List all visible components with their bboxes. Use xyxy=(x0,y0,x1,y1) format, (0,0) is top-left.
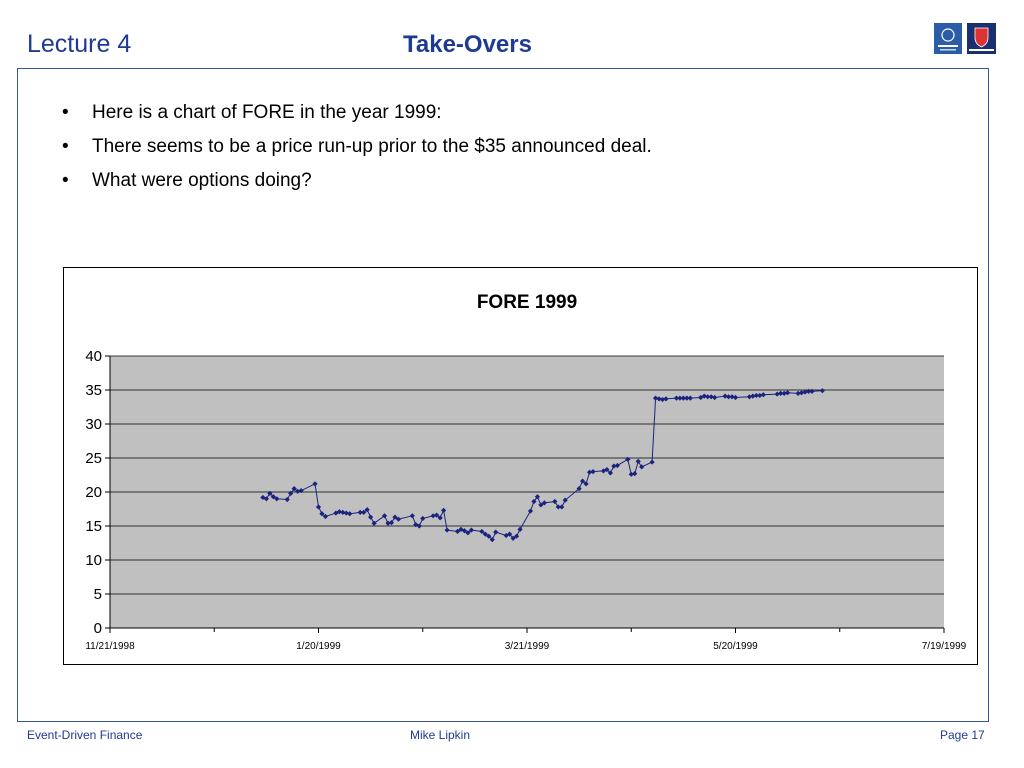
price-chart: FORE 1999 0 5 10 15 20 25 30 35 40 11/21/1998 1/20/… xyxy=(85,292,967,652)
data-point xyxy=(527,508,534,514)
x-tick-label: 11/21/1998 xyxy=(85,641,135,652)
data-point xyxy=(336,509,342,515)
data-point xyxy=(580,478,586,484)
lecture-label: Lecture 4 xyxy=(27,30,132,58)
data-point xyxy=(534,494,541,500)
data-point xyxy=(750,393,756,399)
data-point xyxy=(298,488,304,494)
data-point xyxy=(729,394,735,400)
data-point xyxy=(785,390,791,396)
data-point xyxy=(479,528,485,535)
data-point xyxy=(444,527,450,533)
y-tick-label: 10 xyxy=(85,552,102,569)
data-point xyxy=(538,502,544,508)
y-tick-label: 20 xyxy=(85,484,102,501)
data-point xyxy=(315,504,322,510)
bullet-text: Here is a chart of FORE in the year 1999… xyxy=(92,102,442,123)
data-point xyxy=(757,392,763,399)
x-tick-label: 5/20/1999 xyxy=(713,641,758,652)
data-point xyxy=(517,526,523,532)
bullet-marker: • xyxy=(62,102,69,123)
data-point xyxy=(798,390,805,396)
data-point xyxy=(701,393,707,399)
y-tick-label: 35 xyxy=(85,382,102,399)
data-point xyxy=(722,393,728,399)
data-point xyxy=(746,394,752,400)
data-point xyxy=(632,471,638,477)
data-point xyxy=(468,527,474,533)
data-point xyxy=(493,529,499,535)
data-point xyxy=(510,535,516,541)
chart-container: FORE 1999 0 5 10 15 20 25 30 35 40 11/21/1998 1/20/… xyxy=(63,267,978,665)
data-point xyxy=(486,533,492,539)
data-point xyxy=(708,394,714,400)
bullet-text: What were options doing? xyxy=(92,170,312,191)
data-point xyxy=(388,520,395,526)
x-tick-label: 7/19/1999 xyxy=(922,641,967,652)
data-point xyxy=(513,533,520,539)
data-point xyxy=(753,392,759,399)
data-point xyxy=(604,466,610,473)
data-point xyxy=(705,394,711,400)
x-tick-label: 1/20/1999 xyxy=(296,641,341,652)
data-point xyxy=(465,530,471,536)
data-point xyxy=(454,528,461,535)
data-point xyxy=(628,471,634,477)
bullet-list: • Here is a chart of FORE in the year 19… xyxy=(62,100,742,202)
data-point xyxy=(413,522,419,528)
data-point xyxy=(347,511,353,517)
data-point xyxy=(461,528,468,534)
footer-course: Event-Driven Finance xyxy=(27,728,143,742)
data-point xyxy=(263,496,269,502)
data-point xyxy=(760,392,766,398)
bullet-marker: • xyxy=(62,170,69,191)
data-point xyxy=(458,526,464,532)
footer-author: Mike Lipkin xyxy=(410,728,471,742)
y-tick-label: 40 xyxy=(85,348,102,365)
chart-title: FORE 1999 xyxy=(477,292,577,313)
y-tick-label: 25 xyxy=(85,450,102,467)
university-logo xyxy=(934,23,996,54)
y-tick-label: 30 xyxy=(85,416,102,433)
y-tick-label: 0 xyxy=(94,620,102,637)
data-point xyxy=(625,456,631,462)
data-point xyxy=(555,504,561,510)
data-point xyxy=(274,496,280,502)
data-point xyxy=(371,520,377,526)
data-point xyxy=(434,512,440,518)
data-point xyxy=(385,520,391,526)
data-point xyxy=(541,500,547,506)
y-tick-label: 5 xyxy=(94,586,102,603)
data-point xyxy=(507,531,513,537)
x-tick-label: 3/21/1999 xyxy=(505,641,550,652)
y-tick-label: 15 xyxy=(85,518,102,535)
content-frame xyxy=(17,68,989,722)
data-point xyxy=(725,394,732,400)
bullet-item: • There seems to be a price run-up prior… xyxy=(62,134,742,160)
data-point xyxy=(270,494,276,500)
footer-page-number: Page 17 xyxy=(940,728,985,742)
data-point xyxy=(319,511,325,517)
data-point xyxy=(562,497,568,503)
slide-title: Take-Overs xyxy=(403,31,532,58)
bullet-item: • Here is a chart of FORE in the year 19… xyxy=(62,100,742,126)
data-point xyxy=(819,388,825,394)
bullet-marker: • xyxy=(62,136,69,157)
data-point xyxy=(482,531,488,537)
bullet-text: There seems to be a price run-up prior t… xyxy=(92,136,652,157)
data-point xyxy=(489,537,495,543)
bullet-item: • What were options doing? xyxy=(62,168,742,194)
data-point xyxy=(416,523,422,529)
